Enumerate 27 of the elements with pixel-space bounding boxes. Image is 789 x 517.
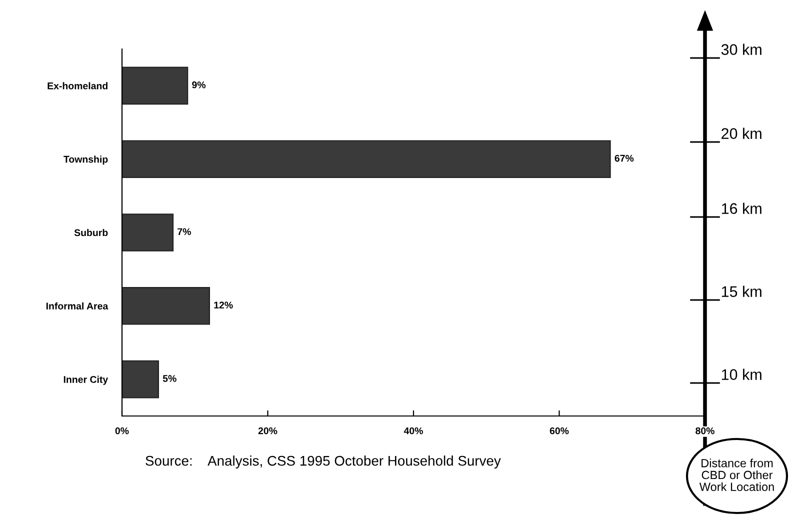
- y-tick-label: Township: [64, 156, 108, 165]
- data-label: 5%: [162, 375, 176, 382]
- bar: [122, 286, 210, 325]
- data-label: 67%: [614, 154, 634, 162]
- data-label: 9%: [192, 81, 206, 88]
- data-label: 7%: [178, 228, 191, 236]
- y-tick-label: Suburb: [74, 228, 108, 236]
- x-tick-label: 40%: [404, 427, 423, 434]
- data-label: 12%: [214, 302, 233, 308]
- text: 30 km: [721, 44, 762, 55]
- y-tick-label: Inner City: [64, 376, 108, 385]
- bar: [122, 66, 188, 105]
- bar: [122, 140, 611, 178]
- text: 20 km: [722, 128, 762, 139]
- x-tick-label: 0%: [115, 427, 129, 434]
- bar: [122, 360, 159, 398]
- x-tick-label: 60%: [550, 427, 569, 434]
- y-tick-label: Informal Area: [46, 302, 108, 310]
- text: 16 km: [722, 202, 762, 214]
- annotation: Distance from CBD or Other Work Location: [699, 458, 774, 492]
- x-tick-label: 80%: [696, 427, 714, 434]
- x-tick-label: 20%: [258, 427, 278, 434]
- text: 15 km: [722, 286, 762, 297]
- text: 10 km: [722, 368, 762, 380]
- y-tick-label: Ex-homeland: [48, 82, 108, 90]
- annotation: Source: Analysis, CSS 1995 October Household Survey: [146, 456, 501, 468]
- bar: [122, 214, 174, 252]
